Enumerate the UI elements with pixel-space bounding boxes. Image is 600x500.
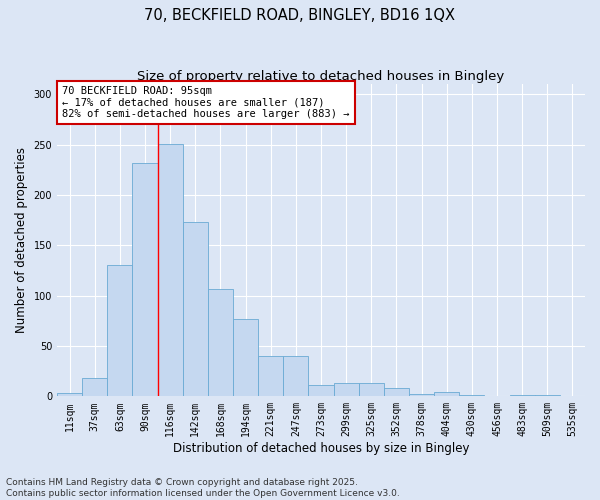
Bar (283, 356, 308, 397)
Bar (409, 394, 434, 396)
Text: 70 BECKFIELD ROAD: 95sqm
← 17% of detached houses are smaller (187)
82% of semi-: 70 BECKFIELD ROAD: 95sqm ← 17% of detach… (62, 86, 350, 119)
Bar (434, 392, 459, 396)
Bar (308, 386, 334, 396)
Bar (133, 162, 158, 396)
Bar (82, 378, 107, 396)
Y-axis label: Number of detached properties: Number of detached properties (15, 147, 28, 333)
Bar (359, 383, 384, 396)
Bar (334, 383, 359, 396)
Text: Contains HM Land Registry data © Crown copyright and database right 2025.
Contai: Contains HM Land Registry data © Crown c… (6, 478, 400, 498)
Bar (208, 288, 233, 397)
Bar (183, 222, 208, 396)
Bar (158, 144, 183, 396)
Bar (57, 394, 82, 396)
Bar (233, 319, 258, 396)
Bar (258, 356, 283, 397)
Title: Size of property relative to detached houses in Bingley: Size of property relative to detached ho… (137, 70, 505, 83)
Text: 70, BECKFIELD ROAD, BINGLEY, BD16 1QX: 70, BECKFIELD ROAD, BINGLEY, BD16 1QX (145, 8, 455, 22)
X-axis label: Distribution of detached houses by size in Bingley: Distribution of detached houses by size … (173, 442, 469, 455)
Bar (384, 388, 409, 396)
Bar (107, 266, 133, 396)
